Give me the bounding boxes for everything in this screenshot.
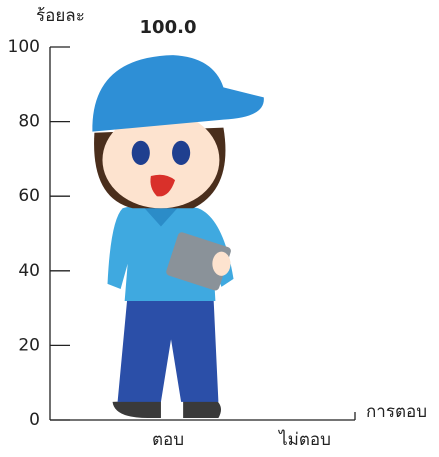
y-tick-label: 60 [18, 186, 40, 206]
y-tick-label: 100 [8, 37, 40, 57]
y-tick-label: 80 [18, 112, 40, 132]
figure-pants [117, 293, 219, 402]
y-tick-label: 0 [29, 410, 40, 430]
y-tick-label: 40 [18, 261, 40, 281]
figure-tablet [166, 232, 231, 291]
figure-mouth [150, 174, 176, 197]
figure-eye [131, 140, 150, 165]
value-label: 100.0 [140, 17, 197, 38]
y-axis-title: ร้อยละ [36, 6, 85, 26]
figure-collar [142, 206, 180, 227]
figure-face [102, 111, 220, 209]
bar [92, 55, 264, 418]
x-axis-title: การตอบ [366, 402, 427, 422]
x-tick-label: ไม่ตอบ [277, 429, 331, 450]
figure-cap [92, 55, 264, 132]
figure-shoe [112, 397, 222, 418]
figure-hand [212, 251, 231, 276]
x-tick-label: ตอบ [152, 430, 184, 450]
figure-eye [172, 140, 191, 165]
y-tick-label: 20 [18, 335, 40, 355]
